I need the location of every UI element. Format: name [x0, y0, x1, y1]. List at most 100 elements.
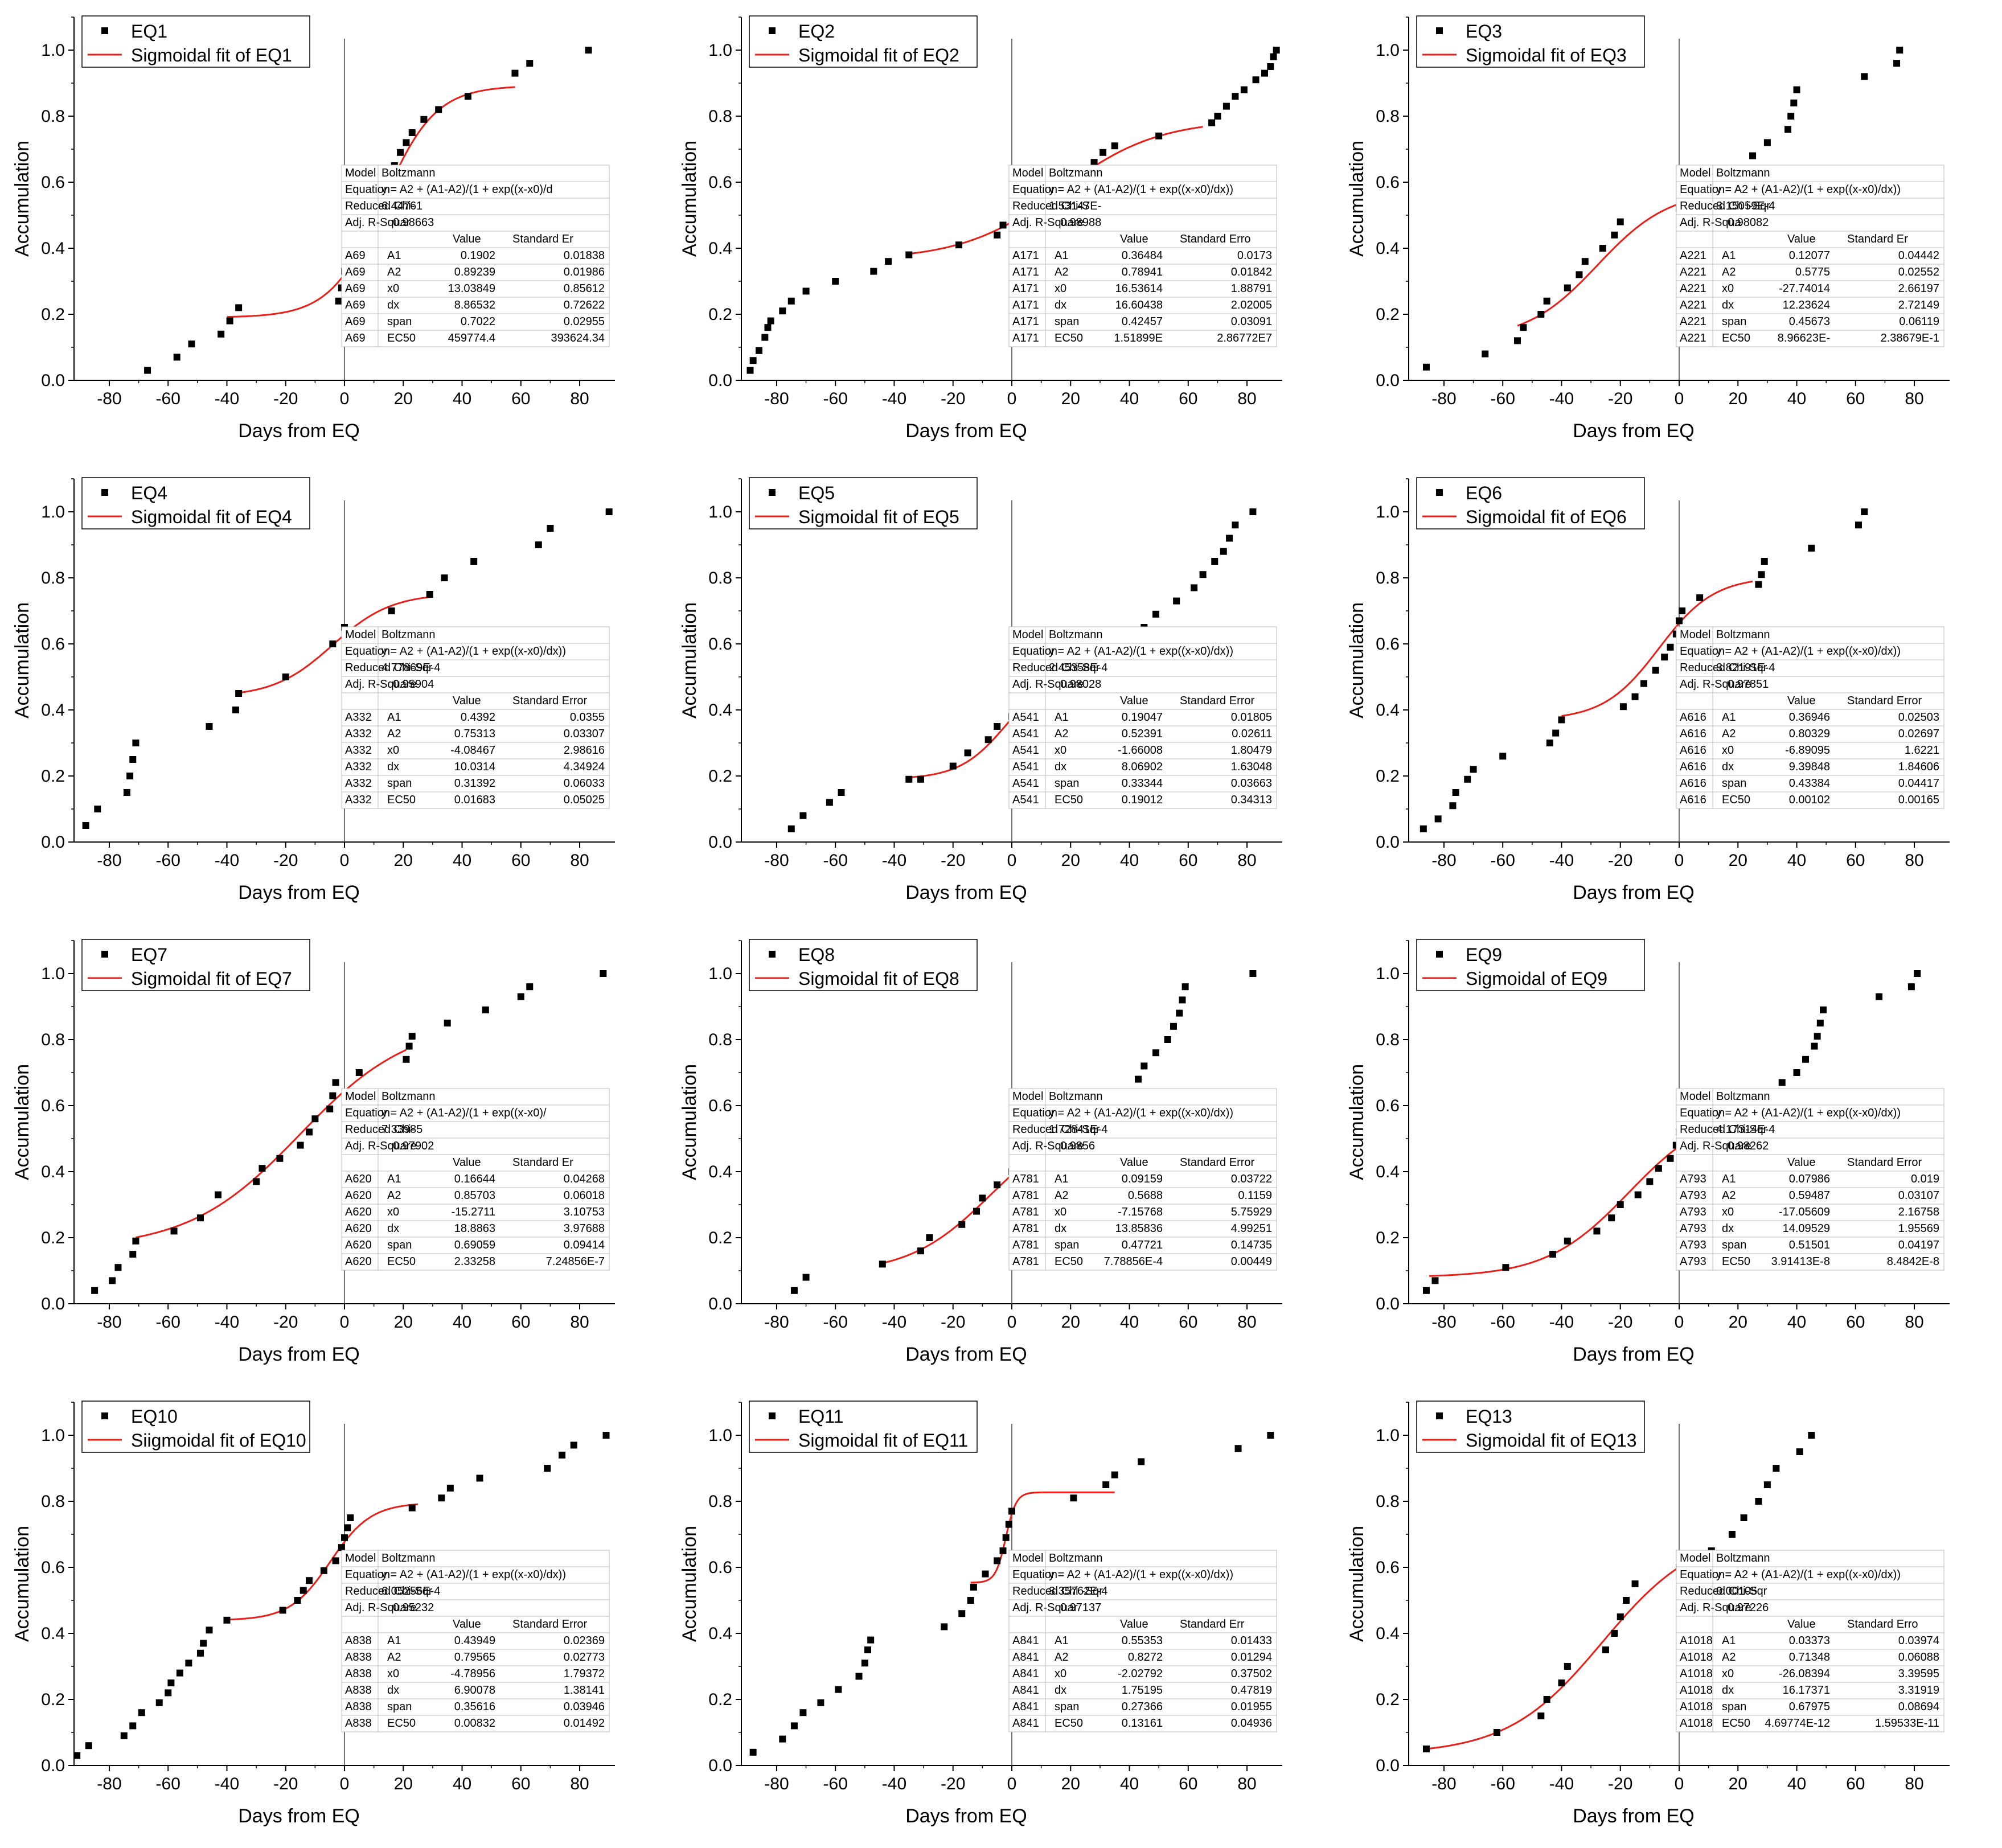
- stats-param-name: span: [387, 777, 412, 790]
- x-axis-title: Days from EQ: [238, 882, 359, 904]
- stats-param-name: A1: [1055, 1635, 1068, 1647]
- data-point: [85, 1742, 92, 1750]
- stats-chi-label: Reduced Chi-Sqr: [1680, 1123, 1767, 1136]
- stats-dataset-id: A171: [1012, 332, 1039, 344]
- stats-param-error: 5.75929: [1231, 1206, 1272, 1218]
- data-point: [223, 1616, 231, 1624]
- stats-table: [1008, 1550, 1277, 1732]
- stats-dataset-id: A793: [1680, 1239, 1706, 1251]
- y-tick-label: 0.2: [41, 767, 65, 786]
- legend-points-label: EQ11: [798, 1406, 843, 1427]
- stats-param-value: 0.16644: [454, 1173, 495, 1185]
- legend-box: [749, 477, 978, 529]
- x-tick-label: -80: [97, 389, 121, 408]
- stats-param-error: 0.02369: [564, 1635, 605, 1647]
- y-tick-label: 0.4: [708, 701, 732, 720]
- data-point: [1232, 93, 1239, 100]
- stats-value-header: Value: [1120, 695, 1148, 707]
- x-tick-label: 60: [511, 1313, 530, 1332]
- stats-param-value: 0.35616: [454, 1701, 495, 1713]
- data-point: [294, 1597, 301, 1604]
- stats-param-name: EC50: [1722, 332, 1750, 344]
- stats-dataset-id: A616: [1680, 794, 1706, 806]
- stats-param-value: 0.13161: [1122, 1717, 1163, 1730]
- stats-param-name: A1: [387, 249, 401, 262]
- stats-equation-label: Equation: [1680, 183, 1725, 196]
- y-tick-label: 0.2: [708, 1690, 732, 1709]
- stats-dataset-id: A838: [345, 1635, 372, 1647]
- stats-value-header: Value: [1120, 1618, 1148, 1631]
- stats-param-name: dx: [1055, 1222, 1066, 1235]
- legend-box: [81, 477, 310, 529]
- stats-param-value: 1.75195: [1122, 1684, 1163, 1697]
- stats-param-error: 3.10753: [564, 1206, 605, 1218]
- x-axis-title: Days from EQ: [905, 1805, 1027, 1827]
- data-point: [235, 690, 243, 697]
- stats-model-value: Boltzmann: [381, 1090, 436, 1103]
- stats-param-error: 0.03722: [1231, 1173, 1272, 1185]
- x-axis-title: Days from EQ: [1573, 882, 1694, 904]
- stats-param-name: span: [387, 315, 412, 328]
- y-tick-label: 0.6: [1376, 173, 1400, 192]
- x-tick-label: 60: [1179, 1775, 1197, 1793]
- stats-r2-label: Adj. R-Square: [1012, 678, 1084, 691]
- stats-equation-value: y = A2 + (A1-A2)/(1 + exp((x-x0)/dx)): [1716, 183, 1901, 196]
- stats-param-error: 0.06033: [564, 777, 605, 790]
- chart-svg: 0.0 0.2 0.4 0.6 0.8 1.0 -80 -60 -40 -20 0 20 40 60 80 D…: [11, 1401, 615, 1827]
- stats-param-error: 0.019: [1911, 1173, 1939, 1185]
- stats-param-error: 3.31919: [1898, 1684, 1939, 1697]
- stats-chi-value: 6.05256E-4: [381, 1585, 440, 1598]
- legend-points-label: EQ5: [798, 483, 835, 503]
- data-point: [444, 1020, 451, 1026]
- stats-param-error: 1.80479: [1231, 744, 1272, 757]
- stats-dataset-id: A616: [1680, 761, 1706, 773]
- data-point: [1778, 1079, 1786, 1086]
- x-tick-label: 60: [1846, 1313, 1865, 1332]
- stats-r2-value: 0.9856: [1060, 1140, 1095, 1152]
- data-point: [802, 1274, 810, 1281]
- stats-param-error: 0.37502: [1231, 1668, 1272, 1680]
- stats-dataset-id: A221: [1680, 266, 1706, 278]
- chart-svg: 0.0 0.2 0.4 0.6 0.8 1.0 -80 -60 -40 -20 0 20 40 60 80 D…: [1346, 1401, 1950, 1827]
- data-point: [802, 288, 810, 295]
- stats-chi-label: Reduced Chi-: [345, 1123, 415, 1136]
- stats-dataset-id: A69: [345, 299, 366, 311]
- stats-table: [1676, 1550, 1944, 1732]
- stats-error-header: Standard Error: [512, 1618, 588, 1631]
- y-tick-label: 1.0: [41, 964, 65, 983]
- data-point: [1537, 1713, 1545, 1719]
- stats-param-value: 0.07986: [1789, 1173, 1830, 1185]
- stats-param-value: -7.15768: [1118, 1206, 1163, 1218]
- stats-param-name: x0: [1722, 1668, 1734, 1680]
- x-tick-label: -20: [1608, 1775, 1632, 1793]
- stats-dataset-id: A781: [1012, 1173, 1039, 1185]
- data-point: [1808, 544, 1815, 552]
- stats-chi-label: Reduced Chi-S: [1012, 200, 1090, 212]
- legend-box: [81, 15, 310, 68]
- stats-param-error: 0.03307: [564, 728, 605, 740]
- x-tick-label: 60: [511, 851, 530, 870]
- data-point: [91, 1287, 99, 1294]
- stats-equation-value: y = A2 + (A1-A2)/(1 + exp((x-x0)/dx)): [1049, 183, 1233, 196]
- data-point: [517, 993, 524, 1000]
- stats-error-header: Standard Erro: [1180, 233, 1251, 245]
- stats-param-name: span: [387, 1239, 412, 1251]
- stats-param-value: 0.85703: [454, 1189, 495, 1202]
- data-point: [535, 541, 542, 548]
- x-tick-label: -40: [1549, 1775, 1574, 1793]
- x-axis-title: Days from EQ: [1573, 1344, 1694, 1365]
- stats-dataset-id: A616: [1680, 711, 1706, 724]
- data-point: [408, 129, 416, 136]
- stats-param-name: A2: [1722, 1651, 1736, 1664]
- stats-param-error: 0.47819: [1231, 1684, 1272, 1697]
- data-point: [1434, 815, 1442, 823]
- data-point: [1261, 69, 1269, 77]
- stats-param-name: dx: [1055, 761, 1066, 773]
- stats-dataset-id: A221: [1680, 332, 1706, 344]
- data-point: [1111, 1471, 1118, 1479]
- y-tick-label: 0.2: [1376, 1690, 1400, 1709]
- stats-param-value: 0.71348: [1789, 1651, 1830, 1664]
- data-point: [1763, 1481, 1771, 1488]
- y-tick-label: 0.6: [708, 173, 732, 192]
- stats-param-error: 2.98616: [564, 744, 605, 757]
